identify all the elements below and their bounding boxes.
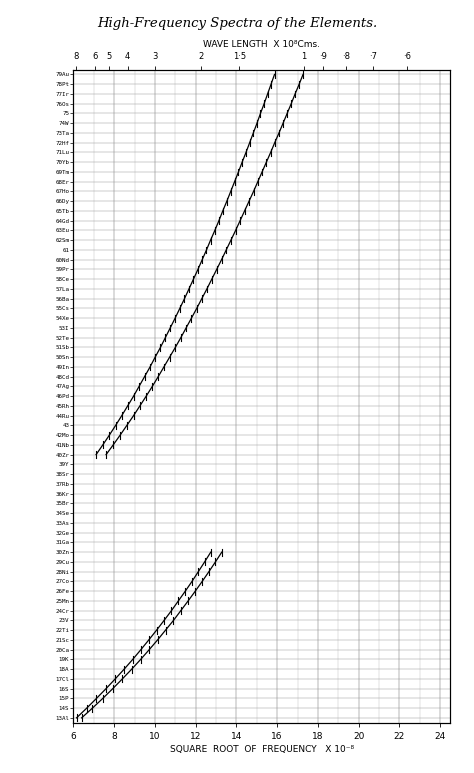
Text: High-Frequency Spectra of the Elements.: High-Frequency Spectra of the Elements.	[97, 17, 377, 30]
X-axis label: WAVE LENGTH  X 10⁸Cms.: WAVE LENGTH X 10⁸Cms.	[203, 40, 320, 49]
X-axis label: SQUARE  ROOT  OF  FREQUENCY   X 10⁻⁸: SQUARE ROOT OF FREQUENCY X 10⁻⁸	[170, 745, 354, 754]
